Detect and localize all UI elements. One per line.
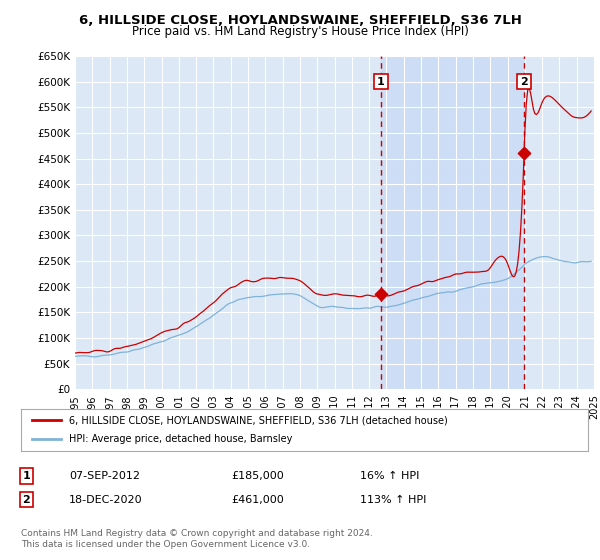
Text: 18-DEC-2020: 18-DEC-2020 [69,494,143,505]
Point [376,290,386,299]
Text: 1: 1 [377,77,385,87]
Text: 2: 2 [520,77,528,87]
Text: Price paid vs. HM Land Registry's House Price Index (HPI): Price paid vs. HM Land Registry's House … [131,25,469,38]
Text: 6, HILLSIDE CLOSE, HOYLANDSWAINE, SHEFFIELD, S36 7LH: 6, HILLSIDE CLOSE, HOYLANDSWAINE, SHEFFI… [79,14,521,27]
Text: HPI: Average price, detached house, Barnsley: HPI: Average price, detached house, Barn… [69,435,293,445]
Text: £461,000: £461,000 [231,494,284,505]
Text: £185,000: £185,000 [231,471,284,481]
Text: 16% ↑ HPI: 16% ↑ HPI [360,471,419,481]
Text: Contains HM Land Registry data © Crown copyright and database right 2024.
This d: Contains HM Land Registry data © Crown c… [21,529,373,549]
Text: 113% ↑ HPI: 113% ↑ HPI [360,494,427,505]
Text: 6, HILLSIDE CLOSE, HOYLANDSWAINE, SHEFFIELD, S36 7LH (detached house): 6, HILLSIDE CLOSE, HOYLANDSWAINE, SHEFFI… [69,415,448,425]
Bar [381,56,524,389]
Text: 2: 2 [23,494,30,505]
Text: 1: 1 [23,471,30,481]
Point [520,148,529,157]
Text: 07-SEP-2012: 07-SEP-2012 [69,471,140,481]
